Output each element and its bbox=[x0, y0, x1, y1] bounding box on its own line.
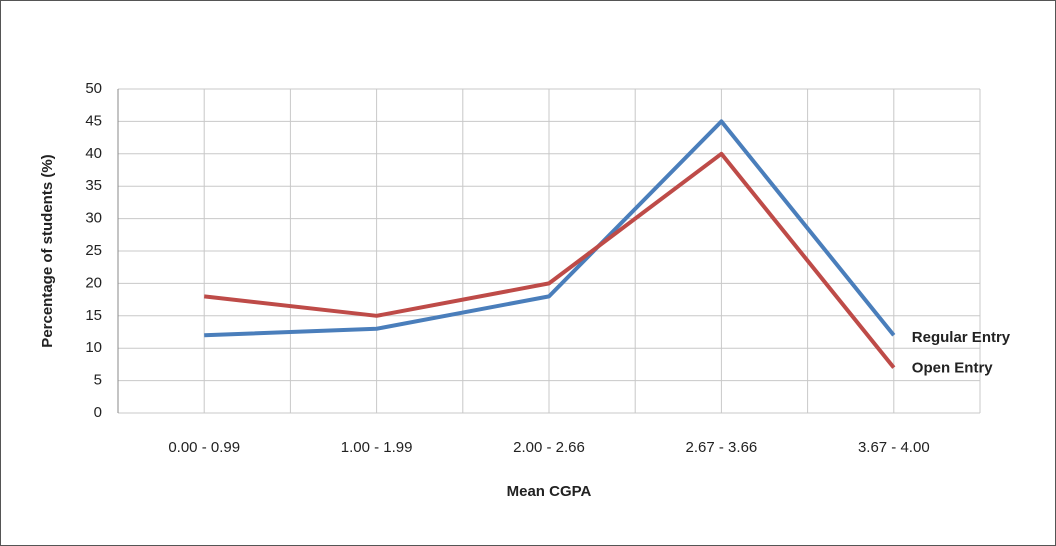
x-tick-label: 2.00 - 2.66 bbox=[513, 439, 585, 456]
y-tick-label: 10 bbox=[85, 339, 102, 356]
x-tick-label: 2.67 - 3.66 bbox=[686, 439, 758, 456]
y-tick-label: 30 bbox=[85, 210, 102, 227]
x-tick-label: 3.67 - 4.00 bbox=[858, 439, 930, 456]
y-tick-label: 50 bbox=[85, 80, 102, 97]
y-tick-label: 35 bbox=[85, 177, 102, 194]
y-tick-label: 45 bbox=[85, 112, 102, 129]
y-tick-label: 15 bbox=[85, 307, 102, 324]
y-axis-title: Percentage of students (%) bbox=[39, 154, 56, 347]
y-tick-label: 5 bbox=[94, 372, 102, 389]
x-axis-title: Mean CGPA bbox=[507, 483, 592, 500]
series-label: Open Entry bbox=[912, 360, 994, 377]
x-tick-label: 0.00 - 0.99 bbox=[168, 439, 240, 456]
x-tick-label: 1.00 - 1.99 bbox=[341, 439, 413, 456]
y-tick-label: 0 bbox=[94, 404, 102, 421]
y-tick-label: 25 bbox=[85, 242, 102, 259]
series-line bbox=[203, 151, 896, 369]
y-tick-label: 40 bbox=[85, 145, 102, 162]
y-tick-label: 20 bbox=[85, 274, 102, 291]
series-line bbox=[204, 119, 896, 338]
series-label: Regular Entry bbox=[912, 329, 1011, 346]
